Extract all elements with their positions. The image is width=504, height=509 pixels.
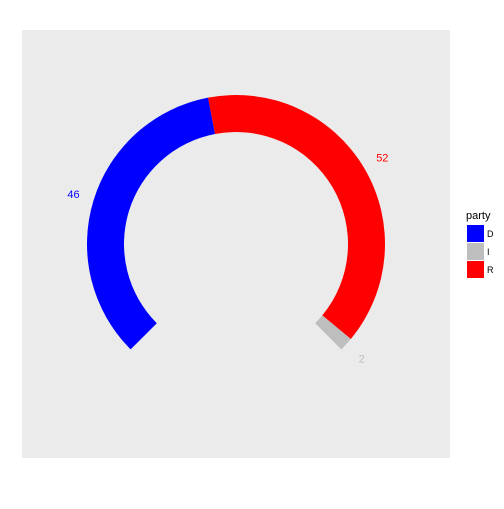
data-label-r: 52	[376, 152, 388, 164]
arc-segment-i	[315, 315, 351, 350]
plot-panel	[22, 30, 450, 458]
legend: party DIR	[466, 210, 494, 278]
legend-label-i: I	[487, 247, 490, 257]
data-label-d: 46	[67, 189, 79, 201]
legend-label-r: R	[487, 265, 494, 275]
arc-group	[86, 94, 385, 350]
legend-key-d	[467, 225, 484, 242]
legend-key-r	[467, 261, 484, 278]
legend-title: party	[466, 210, 491, 222]
arc-segment-r	[208, 94, 385, 339]
arc-segment-d	[86, 97, 216, 350]
data-label-group: 46 52 2	[67, 152, 388, 365]
legend-items: DIR	[467, 225, 494, 278]
legend-label-d: D	[487, 229, 494, 239]
data-label-i: 2	[359, 353, 365, 365]
legend-key-i	[467, 243, 484, 260]
